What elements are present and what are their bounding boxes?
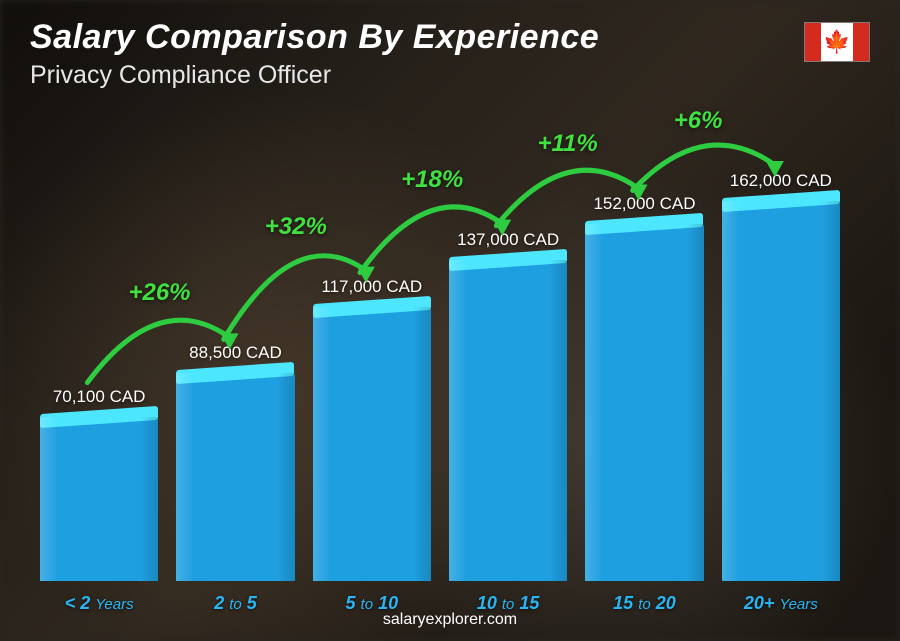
flag-white-center: 🍁 — [821, 23, 853, 61]
bar-group: 70,100 CAD< 2 Years — [40, 387, 158, 581]
bar-face — [585, 224, 703, 581]
header: Salary Comparison By Experience Privacy … — [30, 18, 870, 90]
bar — [313, 307, 431, 581]
increase-pct: +6% — [674, 107, 723, 135]
bar — [40, 417, 158, 581]
bar-face — [313, 307, 431, 581]
bar-value: 137,000 CAD — [457, 230, 559, 250]
bar-value: 162,000 CAD — [730, 171, 832, 191]
bar-face — [176, 373, 294, 581]
bar-group: 152,000 CAD15 to 20 — [585, 194, 703, 581]
bar-group: 88,500 CAD2 to 5 — [176, 343, 294, 581]
bar-face — [40, 417, 158, 581]
maple-leaf-icon: 🍁 — [823, 31, 850, 53]
bar-value: 70,100 CAD — [53, 387, 146, 407]
subtitle: Privacy Compliance Officer — [30, 61, 870, 90]
bar — [176, 373, 294, 581]
bar-value: 152,000 CAD — [593, 194, 695, 214]
flag-red-left — [805, 23, 821, 61]
bar-value: 117,000 CAD — [321, 277, 422, 297]
bar-group: 137,000 CAD10 to 15 — [449, 230, 567, 581]
increase-pct: +18% — [401, 166, 463, 194]
bar-group: 162,000 CAD20+ Years — [722, 171, 840, 581]
increase-pct: +32% — [265, 213, 327, 241]
increase-pct: +26% — [128, 279, 190, 307]
canada-flag-icon: 🍁 — [804, 22, 870, 62]
infographic-container: Salary Comparison By Experience Privacy … — [0, 0, 900, 641]
bar-value: 88,500 CAD — [189, 343, 282, 363]
bar-group: 117,000 CAD5 to 10 — [313, 277, 431, 581]
title: Salary Comparison By Experience — [30, 18, 870, 57]
increase-pct: +11% — [537, 130, 597, 158]
flag-red-right — [853, 23, 869, 61]
bar-face — [449, 260, 567, 581]
bar-face — [722, 201, 840, 581]
bar — [722, 201, 840, 581]
bar — [449, 260, 567, 581]
bar-chart: 70,100 CAD< 2 Years88,500 CAD2 to 5117,0… — [40, 120, 840, 581]
bar — [585, 224, 703, 581]
footer-attribution: salaryexplorer.com — [0, 611, 900, 629]
